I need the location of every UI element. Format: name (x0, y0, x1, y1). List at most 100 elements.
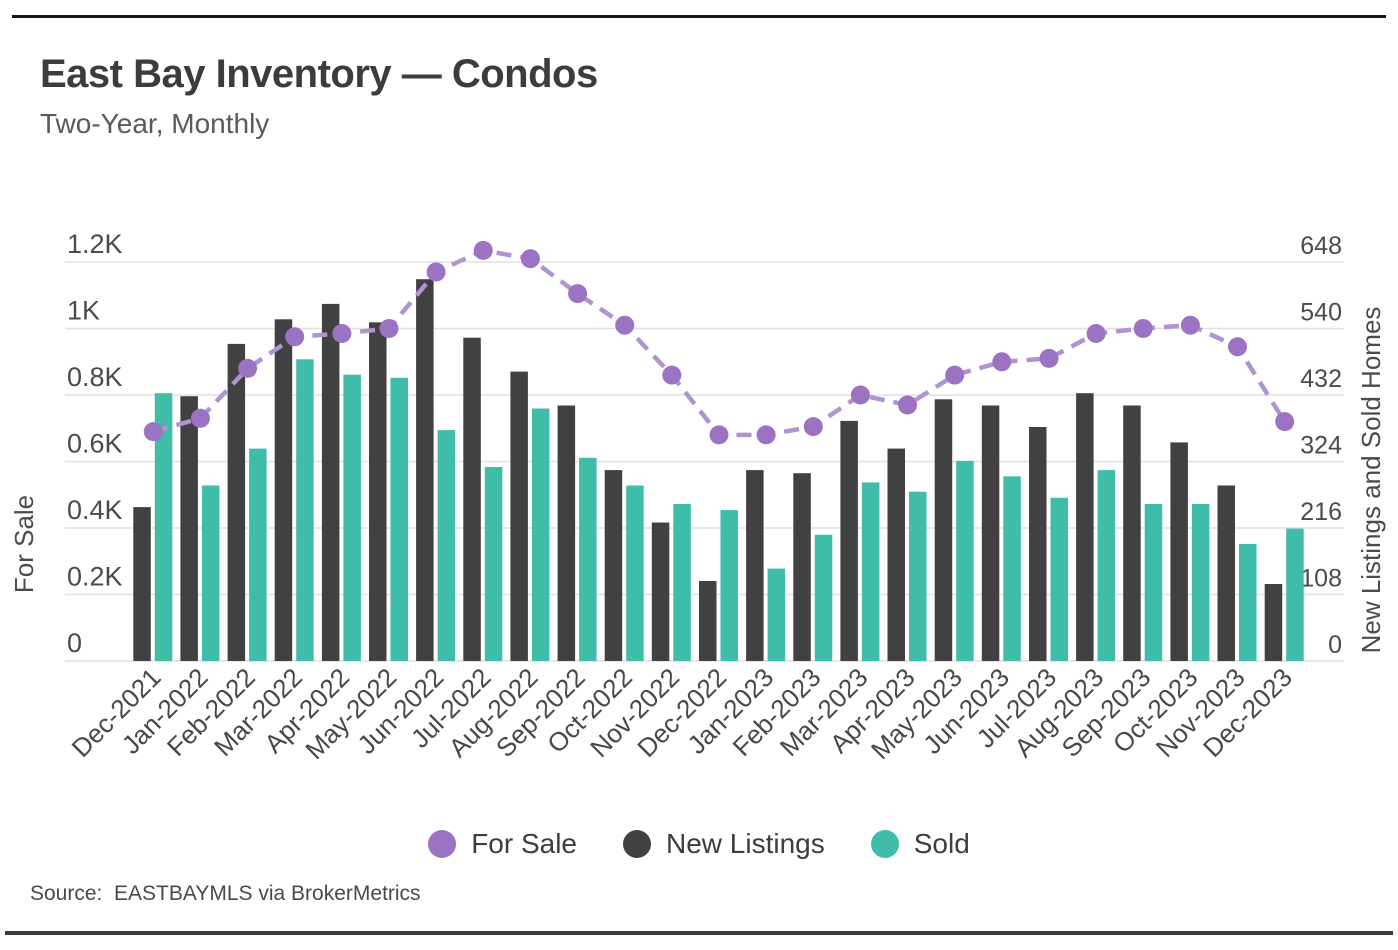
bar-new-listings (133, 507, 151, 661)
bar-sold (579, 457, 597, 661)
for-sale-point (426, 262, 446, 282)
for-sale-point (332, 324, 352, 343)
for-sale-point (898, 395, 917, 415)
for-sale-point (709, 425, 729, 445)
y-tick-label-right: 108 (1300, 565, 1342, 593)
for-sale-swatch-icon (428, 830, 457, 858)
bar-new-listings (416, 279, 434, 661)
bar-sold (343, 374, 361, 661)
chart-subtitle: Two-Year, Monthly (40, 108, 270, 139)
bar-sold (437, 430, 456, 661)
for-sale-point (1133, 319, 1153, 338)
bar-new-listings (604, 470, 623, 661)
legend-item-new-listings: New Listings (623, 828, 825, 860)
bar-new-listings (699, 581, 717, 661)
bar-sold (767, 568, 786, 661)
bar-sold (673, 504, 691, 661)
bar-new-listings (274, 319, 293, 661)
bar-new-listings (227, 343, 246, 661)
for-sale-point (945, 365, 965, 385)
for-sale-point (850, 385, 870, 405)
bar-new-listings (746, 470, 764, 661)
bar-new-listings (981, 405, 1000, 661)
bar-new-listings (1217, 485, 1235, 661)
bar-new-listings (510, 371, 528, 661)
bar-sold (1144, 504, 1163, 661)
y-tick-label-left: 0.2K (67, 562, 123, 592)
source-note: Source: EASTBAYMLS via BrokerMetrics (30, 882, 421, 905)
y-tick-label-right: 648 (1300, 232, 1342, 260)
legend-label-sold: Sold (913, 828, 970, 859)
bar-new-listings (1076, 393, 1094, 661)
top-divider (12, 15, 1386, 18)
left-axis-title: For Sale (9, 495, 39, 593)
for-sale-point (615, 315, 635, 335)
bar-sold (201, 485, 220, 661)
bar-sold (720, 510, 738, 661)
for-sale-point (662, 365, 682, 385)
for-sale-point (1086, 324, 1106, 343)
for-sale-point (1039, 348, 1059, 368)
bar-sold (909, 491, 927, 661)
bar-new-listings (1123, 405, 1141, 661)
bar-new-listings (651, 522, 670, 661)
bar-sold (861, 482, 880, 661)
bar-new-listings (840, 420, 858, 661)
y-tick-label-right: 540 (1300, 299, 1342, 327)
legend-label-new-listings: New Listings (666, 828, 825, 859)
bar-sold (1003, 476, 1021, 661)
bar-new-listings (1264, 584, 1283, 661)
bar-new-listings (793, 473, 811, 661)
bar-sold (1191, 504, 1210, 661)
for-sale-point (285, 327, 305, 347)
bar-sold (484, 467, 503, 661)
bar-new-listings (463, 337, 481, 661)
for-sale-point (568, 284, 588, 304)
bar-new-listings (934, 399, 953, 661)
for-sale-point (756, 425, 776, 445)
bar-sold (956, 460, 974, 661)
for-sale-point (143, 422, 163, 442)
bar-sold (296, 359, 314, 661)
for-sale-point (1275, 412, 1295, 432)
for-sale-point (1228, 337, 1247, 357)
for-sale-point (992, 352, 1012, 372)
bar-sold (1097, 470, 1116, 661)
legend-item-sold: Sold (870, 828, 970, 860)
bar-sold (154, 393, 173, 661)
y-tick-label-right: 0 (1328, 631, 1342, 659)
y-tick-label-right: 324 (1300, 432, 1342, 460)
for-sale-point (190, 408, 210, 428)
y-tick-label-right: 432 (1300, 365, 1342, 393)
bar-new-listings (557, 405, 576, 661)
right-axis-title: New Listings and Sold Homes (1356, 307, 1386, 654)
bar-new-listings (180, 396, 198, 661)
for-sale-point (473, 240, 493, 260)
bar-new-listings (887, 448, 905, 661)
legend-item-for-sale: For Sale (428, 828, 577, 860)
bar-new-listings (369, 322, 387, 661)
y-tick-label-left: 0.6K (67, 429, 123, 459)
for-sale-point (379, 319, 399, 338)
bar-sold (626, 485, 644, 661)
y-tick-label-left: 0.8K (67, 362, 123, 392)
y-tick-label-right: 216 (1300, 498, 1342, 526)
bar-new-listings (321, 303, 340, 661)
bar-sold (814, 534, 833, 661)
bar-sold (390, 377, 408, 661)
y-tick-label-left: 0.4K (67, 495, 123, 525)
bottom-divider (5, 931, 1393, 935)
chart-title: East Bay Inventory — Condos (40, 52, 598, 96)
new-listings-swatch-icon (623, 830, 652, 858)
bar-new-listings (1029, 427, 1047, 661)
bar-sold (1286, 528, 1304, 661)
for-sale-point (1180, 315, 1200, 335)
legend: For Sale New Listings Sold (0, 828, 1398, 860)
bar-sold (1050, 497, 1068, 661)
for-sale-point (803, 417, 823, 437)
y-tick-label-left: 1.2K (67, 229, 123, 259)
for-sale-point (238, 358, 258, 378)
sold-swatch-icon (870, 830, 899, 858)
for-sale-point (520, 249, 540, 269)
